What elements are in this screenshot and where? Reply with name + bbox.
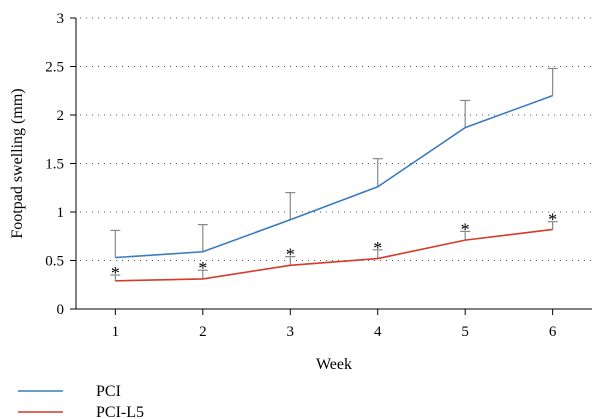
- series-line: [115, 94, 553, 259]
- legend-label: PCI-L5: [96, 404, 144, 419]
- significance-marker: *: [461, 219, 470, 239]
- legend-label: PCI: [96, 383, 121, 400]
- x-tick-label: 6: [549, 324, 557, 340]
- y-tick-label: 0.5: [45, 254, 64, 270]
- y-tick-label: 2.5: [45, 60, 64, 76]
- significance-marker: *: [286, 245, 295, 265]
- x-tick-label: 2: [199, 324, 207, 340]
- significance-markers: * * * * * *: [111, 210, 557, 283]
- y-tick-label: 0: [57, 302, 65, 318]
- significance-marker: *: [548, 210, 557, 230]
- x-tick-label: 3: [287, 324, 295, 340]
- x-tick-label: 4: [374, 324, 382, 340]
- series-line: [115, 228, 553, 282]
- series-lines: [115, 94, 553, 282]
- legend: PCI PCI-L5: [18, 383, 144, 419]
- x-axis-ticks: 1 2 3 4 5 6: [112, 309, 557, 340]
- significance-marker: *: [198, 258, 207, 278]
- x-tick-label: 5: [461, 324, 469, 340]
- x-tick-label: 1: [112, 324, 120, 340]
- significance-marker: *: [373, 238, 382, 258]
- grid-lines: [80, 17, 592, 261]
- y-tick-label: 1: [57, 205, 65, 221]
- y-tick-label: 2: [57, 108, 65, 124]
- y-tick-label: 3: [57, 11, 65, 27]
- y-axis-title: Footpad swelling (mm): [9, 88, 26, 238]
- significance-marker: *: [111, 263, 120, 283]
- y-axis-ticks: 0 0.5 1 1.5 2 2.5 3: [45, 11, 76, 318]
- axes: [75, 18, 592, 310]
- y-tick-label: 1.5: [45, 157, 64, 173]
- x-axis-title: Week: [316, 356, 352, 373]
- error-bars: [110, 67, 558, 281]
